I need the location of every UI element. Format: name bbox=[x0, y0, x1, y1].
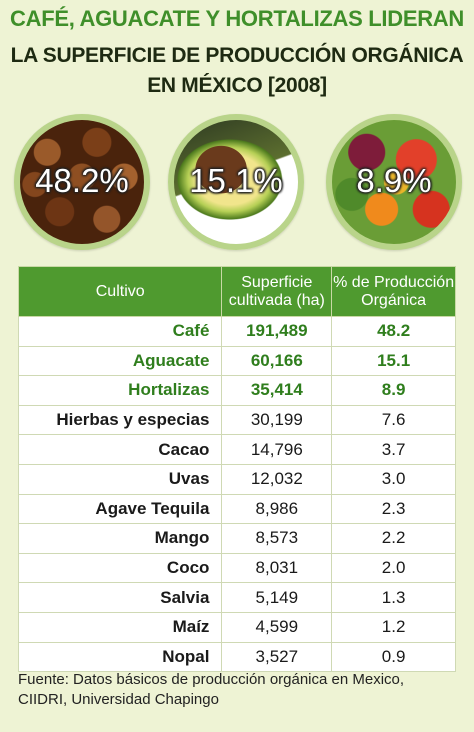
table-row: Cacao 14,796 3.7 bbox=[17, 434, 456, 465]
avocado-percentage-label: 15.1% bbox=[189, 162, 283, 199]
cell-porcentaje: 2.2 bbox=[331, 523, 456, 554]
cell-cultivo: Mango bbox=[17, 523, 223, 554]
table-row: Mango 8,573 2.2 bbox=[17, 523, 456, 554]
source-line-2: CIIDRI, Universidad Chapingo bbox=[18, 691, 219, 708]
cell-porcentaje: 48.2 bbox=[331, 316, 456, 347]
header-superficie: Superficie cultivada (ha) bbox=[221, 266, 333, 317]
cell-porcentaje: 15.1 bbox=[331, 345, 456, 377]
coffee-percentage-label: 48.2% bbox=[35, 162, 129, 199]
table-row: Café 191,489 48.2 bbox=[17, 316, 456, 347]
header-superficie-line-1: Superficie bbox=[241, 273, 313, 291]
cell-cultivo: Coco bbox=[17, 552, 223, 584]
cell-superficie: 8,573 bbox=[221, 523, 333, 554]
chart-subtitle-line-2: EN MÉXICO [2008] bbox=[147, 74, 327, 97]
cell-cultivo: Agave Tequila bbox=[17, 493, 223, 525]
cell-cultivo: Nopal bbox=[17, 641, 223, 673]
cell-porcentaje: 8.9 bbox=[331, 375, 456, 406]
vegetables-image bbox=[326, 114, 462, 250]
table-row: Salvia 5,149 1.3 bbox=[17, 582, 456, 613]
production-table: Cultivo Superficie cultivada (ha) % de P… bbox=[17, 266, 456, 673]
cell-cultivo: Uvas bbox=[17, 463, 223, 495]
cell-cultivo: Café bbox=[17, 316, 223, 347]
cell-porcentaje: 0.9 bbox=[331, 641, 456, 673]
header-superficie-line-2: cultivada (ha) bbox=[228, 291, 325, 309]
cell-superficie: 191,489 bbox=[221, 316, 333, 347]
table-header-row: Cultivo Superficie cultivada (ha) % de P… bbox=[17, 266, 456, 317]
avocado-image bbox=[168, 114, 304, 250]
cell-porcentaje: 2.3 bbox=[331, 493, 456, 525]
cell-porcentaje: 3.0 bbox=[331, 463, 456, 495]
table-row: Nopal 3,527 0.9 bbox=[17, 641, 456, 673]
cell-porcentaje: 7.6 bbox=[331, 404, 456, 436]
source-line-1: Fuente: Datos básicos de producción orgá… bbox=[18, 671, 405, 688]
cell-superficie: 12,032 bbox=[221, 463, 333, 495]
table-row: Maíz 4,599 1.2 bbox=[17, 611, 456, 643]
cell-superficie: 60,166 bbox=[221, 345, 333, 377]
cell-cultivo: Cacao bbox=[17, 434, 223, 465]
cell-cultivo: Maíz bbox=[17, 611, 223, 643]
cell-superficie: 3,527 bbox=[221, 641, 333, 673]
cell-superficie: 14,796 bbox=[221, 434, 333, 465]
header-cultivo-label: Cultivo bbox=[95, 282, 145, 300]
cell-superficie: 8,031 bbox=[221, 552, 333, 584]
vegetables-percentage-label: 8.9% bbox=[356, 162, 432, 199]
cell-superficie: 5,149 bbox=[221, 582, 333, 613]
header-porcentaje: % de Producción Orgánica bbox=[331, 266, 456, 317]
cell-cultivo: Hortalizas bbox=[17, 375, 223, 406]
cell-porcentaje: 3.7 bbox=[331, 434, 456, 465]
cell-superficie: 35,414 bbox=[221, 375, 333, 406]
header-porcentaje-line-2: Orgánica bbox=[361, 291, 427, 309]
table-row: Hortalizas 35,414 8.9 bbox=[17, 375, 456, 406]
table-row: Agave Tequila 8,986 2.3 bbox=[17, 493, 456, 525]
coffee-beans-image bbox=[14, 114, 150, 250]
cell-superficie: 8,986 bbox=[221, 493, 333, 525]
cell-cultivo: Aguacate bbox=[17, 345, 223, 377]
table-row: Uvas 12,032 3.0 bbox=[17, 463, 456, 495]
chart-title: CAFÉ, AGUACATE Y HORTALIZAS LIDERAN bbox=[10, 6, 464, 31]
table-row: Aguacate 60,166 15.1 bbox=[17, 345, 456, 377]
cell-cultivo: Salvia bbox=[17, 582, 223, 613]
source-note: Fuente: Datos básicos de producción orgá… bbox=[18, 670, 458, 710]
table-row: Hierbas y especias 30,199 7.6 bbox=[17, 404, 456, 436]
cell-porcentaje: 2.0 bbox=[331, 552, 456, 584]
header-cultivo: Cultivo bbox=[17, 266, 223, 317]
cell-superficie: 30,199 bbox=[221, 404, 333, 436]
table-row: Coco 8,031 2.0 bbox=[17, 552, 456, 584]
cell-porcentaje: 1.2 bbox=[331, 611, 456, 643]
cell-porcentaje: 1.3 bbox=[331, 582, 456, 613]
header-porcentaje-line-1: % de Producción bbox=[333, 273, 455, 291]
cell-superficie: 4,599 bbox=[221, 611, 333, 643]
chart-subtitle-line-1: LA SUPERFICIE DE PRODUCCIÓN ORGÁNICA bbox=[10, 44, 464, 67]
cell-cultivo: Hierbas y especias bbox=[17, 404, 223, 436]
table-body: Café 191,489 48.2 Aguacate 60,166 15.1 Hortali… bbox=[17, 316, 456, 673]
